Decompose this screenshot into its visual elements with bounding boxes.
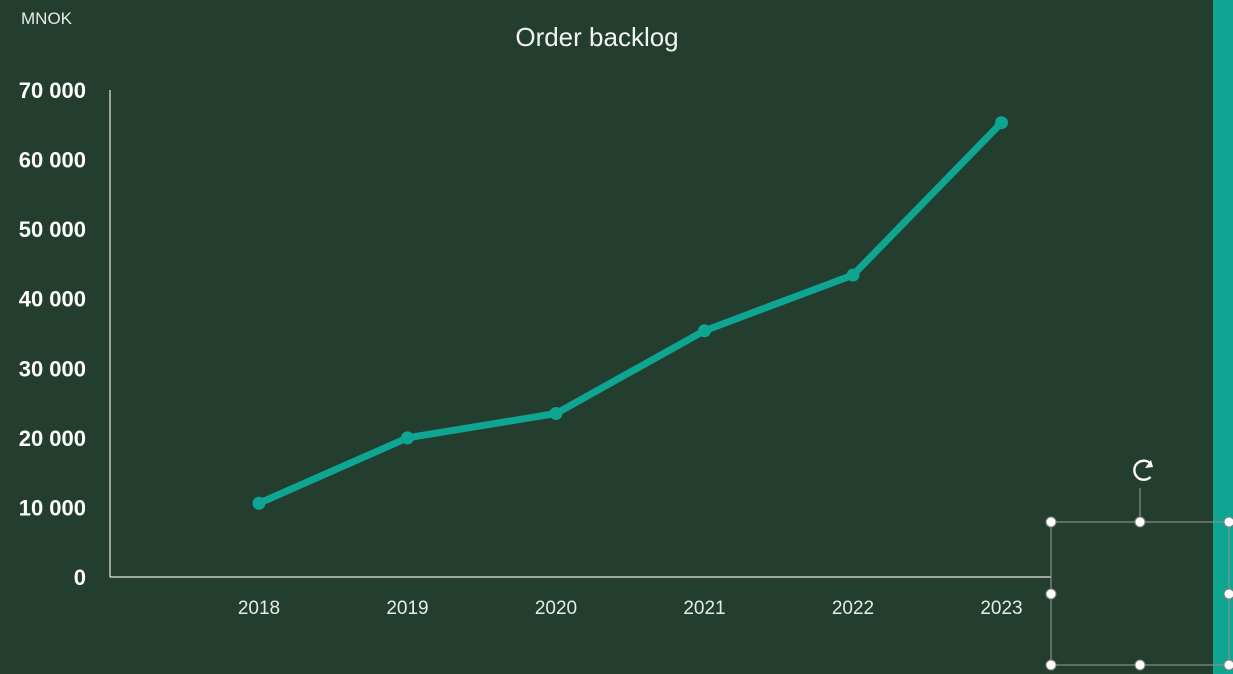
series [252,116,1008,510]
data-point [698,324,711,338]
x-tick-label: 2022 [832,598,874,619]
y-axis-ticks: 0 10 000 20 000 30 000 40 000 50 000 60 000 70 … [19,78,86,590]
x-tick-label: 2019 [386,598,428,619]
x-tick-label: 2021 [683,598,725,619]
resize-handle-bottom[interactable] [1134,659,1146,671]
x-tick-label: 2023 [980,598,1022,619]
y-tick-label: 20 000 [19,426,86,451]
data-point [995,116,1008,130]
resize-handle-bottom-right[interactable] [1223,659,1233,671]
y-tick-label: 60 000 [19,148,86,173]
y-tick-label: 50 000 [19,217,86,242]
resize-handle-top[interactable] [1134,516,1146,528]
accent-strip [1213,0,1233,674]
data-point [401,431,414,445]
x-tick-label: 2020 [535,598,577,619]
y-tick-label: 70 000 [19,78,86,103]
axes [109,90,1051,578]
rotate-icon[interactable] [1133,459,1153,481]
series-line [255,119,1005,507]
x-tick-label: 2018 [238,598,280,619]
resize-handle-top-left[interactable] [1045,516,1057,528]
resize-handle-top-right[interactable] [1223,516,1233,528]
y-tick-label: 0 [74,565,86,590]
selection-box[interactable] [1045,459,1233,671]
y-tick-label: 30 000 [19,356,86,381]
resize-handle-bottom-left[interactable] [1045,659,1057,671]
resize-handle-left[interactable] [1045,588,1057,600]
x-axis-ticks: 2018 2019 2020 2021 2022 2023 [238,598,1023,619]
unit-label: MNOK [21,9,72,28]
y-tick-label: 40 000 [19,287,86,312]
chart-title: Order backlog [515,22,679,52]
resize-handle-right[interactable] [1223,588,1233,600]
data-point [252,496,266,510]
data-point [549,407,563,421]
data-point [846,268,860,282]
y-tick-label: 10 000 [19,495,86,520]
selection-frame[interactable] [1050,521,1230,666]
